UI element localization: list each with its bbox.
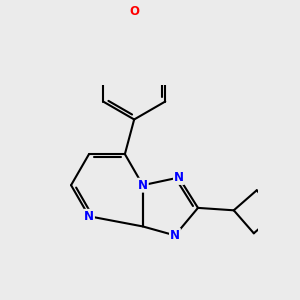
Text: N: N bbox=[138, 179, 148, 192]
Text: N: N bbox=[84, 210, 94, 223]
Text: O: O bbox=[129, 5, 139, 18]
Text: N: N bbox=[174, 171, 184, 184]
Text: N: N bbox=[170, 229, 180, 242]
